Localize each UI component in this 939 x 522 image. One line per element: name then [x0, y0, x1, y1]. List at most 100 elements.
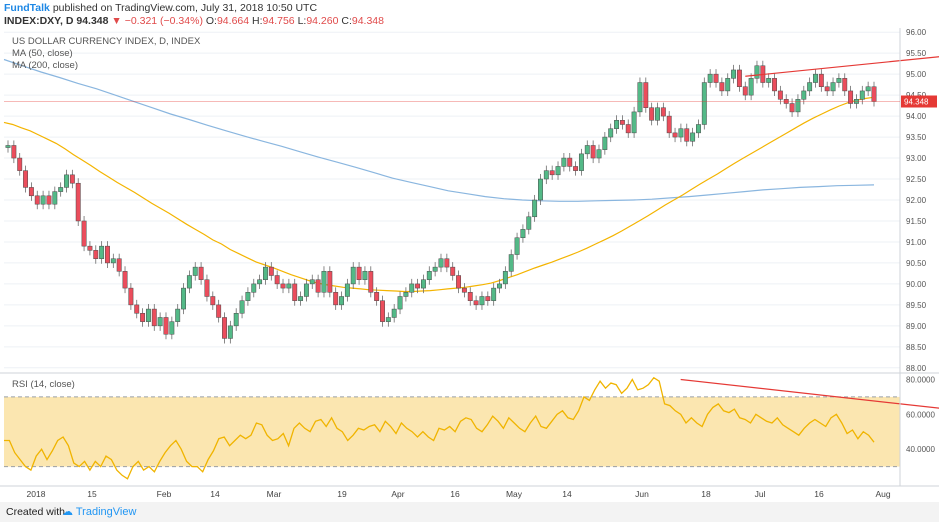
change-value: ▼ −0.321 (−0.34%) — [111, 15, 203, 27]
candle — [409, 278, 415, 298]
candle-body — [40, 195, 46, 205]
candle — [748, 73, 754, 101]
candle-body — [298, 296, 304, 301]
candle — [233, 308, 239, 331]
candle — [163, 312, 169, 340]
candle — [198, 262, 204, 285]
candle-body — [701, 82, 707, 125]
candle-body — [549, 170, 555, 176]
candle — [327, 266, 333, 298]
candle-body — [789, 103, 795, 113]
candle — [438, 253, 444, 273]
candle-body — [362, 271, 368, 280]
candle-body — [87, 245, 93, 251]
last-price-label: 94.348 — [904, 97, 929, 106]
low-label: L: — [297, 15, 307, 27]
candle — [467, 287, 473, 306]
candle — [830, 77, 836, 96]
candle-body — [438, 258, 444, 268]
candle — [608, 123, 614, 143]
candle-body — [116, 258, 122, 272]
candle — [227, 320, 233, 344]
legend-ma200[interactable]: MA (200, close) — [12, 60, 78, 71]
candle — [110, 253, 116, 268]
candle-body — [754, 65, 760, 79]
candle — [666, 111, 672, 138]
legend-rsi[interactable]: RSI (14, close) — [12, 379, 75, 390]
candle-body — [736, 69, 742, 87]
legend-ma50[interactable]: MA (50, close) — [12, 48, 73, 59]
price-tick-label: 90.50 — [906, 259, 927, 268]
candle — [614, 115, 619, 134]
candle-body — [795, 99, 801, 113]
candle-body — [444, 258, 450, 268]
candle-body — [175, 308, 181, 322]
rsi-trend-line — [680, 378, 939, 409]
candle-body — [461, 287, 467, 293]
candle — [649, 102, 655, 126]
price-tick-label: 94.00 — [906, 112, 927, 121]
candle-body — [145, 308, 151, 322]
candle-body — [309, 279, 315, 285]
candle — [385, 312, 391, 327]
candle — [719, 77, 725, 96]
candle — [690, 127, 696, 147]
rsi-series — [4, 376, 875, 480]
candle-body — [865, 86, 871, 92]
candle-body — [181, 287, 186, 310]
candle — [263, 262, 268, 285]
candle — [175, 304, 181, 327]
candle-body — [151, 308, 157, 327]
candle-body — [871, 86, 877, 102]
candle — [157, 312, 163, 331]
high-value: 94.756 — [262, 15, 295, 27]
candle-body — [420, 279, 426, 289]
candle-body — [198, 266, 204, 280]
candle — [473, 295, 479, 310]
candle-body — [64, 174, 69, 188]
candle-body — [409, 283, 415, 293]
candle-body — [321, 271, 327, 293]
candle-body — [415, 283, 421, 289]
candle — [58, 182, 64, 197]
candle — [643, 77, 649, 113]
author-name[interactable]: FundTalk — [4, 2, 50, 14]
candle-body — [380, 300, 385, 322]
candle — [239, 295, 245, 319]
candle — [766, 73, 772, 88]
rsi-tick-label: 40.0000 — [906, 445, 935, 454]
price-tick-label: 95.00 — [906, 70, 927, 79]
candle-body — [134, 304, 140, 314]
candle — [497, 278, 502, 294]
candle — [742, 81, 748, 101]
candle-body — [46, 195, 52, 205]
candle-body — [678, 128, 684, 138]
candle-body — [584, 145, 590, 155]
candle — [602, 132, 608, 155]
candle-body — [192, 266, 198, 276]
candle — [251, 278, 257, 298]
candle-body — [222, 317, 227, 339]
candle — [807, 77, 813, 96]
ma50-series — [3, 96, 875, 293]
candle-body — [731, 69, 737, 79]
candle — [23, 165, 29, 193]
candle-body — [619, 120, 625, 125]
price-tick-label: 93.50 — [906, 133, 927, 142]
candle-body — [34, 195, 40, 205]
candle-body — [122, 271, 128, 289]
candle — [99, 241, 105, 264]
time-tick-label: Mar — [267, 489, 282, 499]
candle-body — [836, 78, 842, 83]
low-value: 94.260 — [306, 15, 339, 27]
tradingview-logo[interactable]: ☁ TradingView — [62, 505, 136, 518]
time-tick-label: Apr — [391, 489, 404, 499]
candle-body — [660, 107, 666, 117]
candle — [309, 274, 315, 289]
candle — [619, 115, 625, 130]
candle-body — [204, 279, 210, 297]
candle — [245, 287, 251, 306]
candle — [210, 291, 216, 310]
candle-body — [526, 216, 532, 230]
candle — [368, 266, 374, 298]
